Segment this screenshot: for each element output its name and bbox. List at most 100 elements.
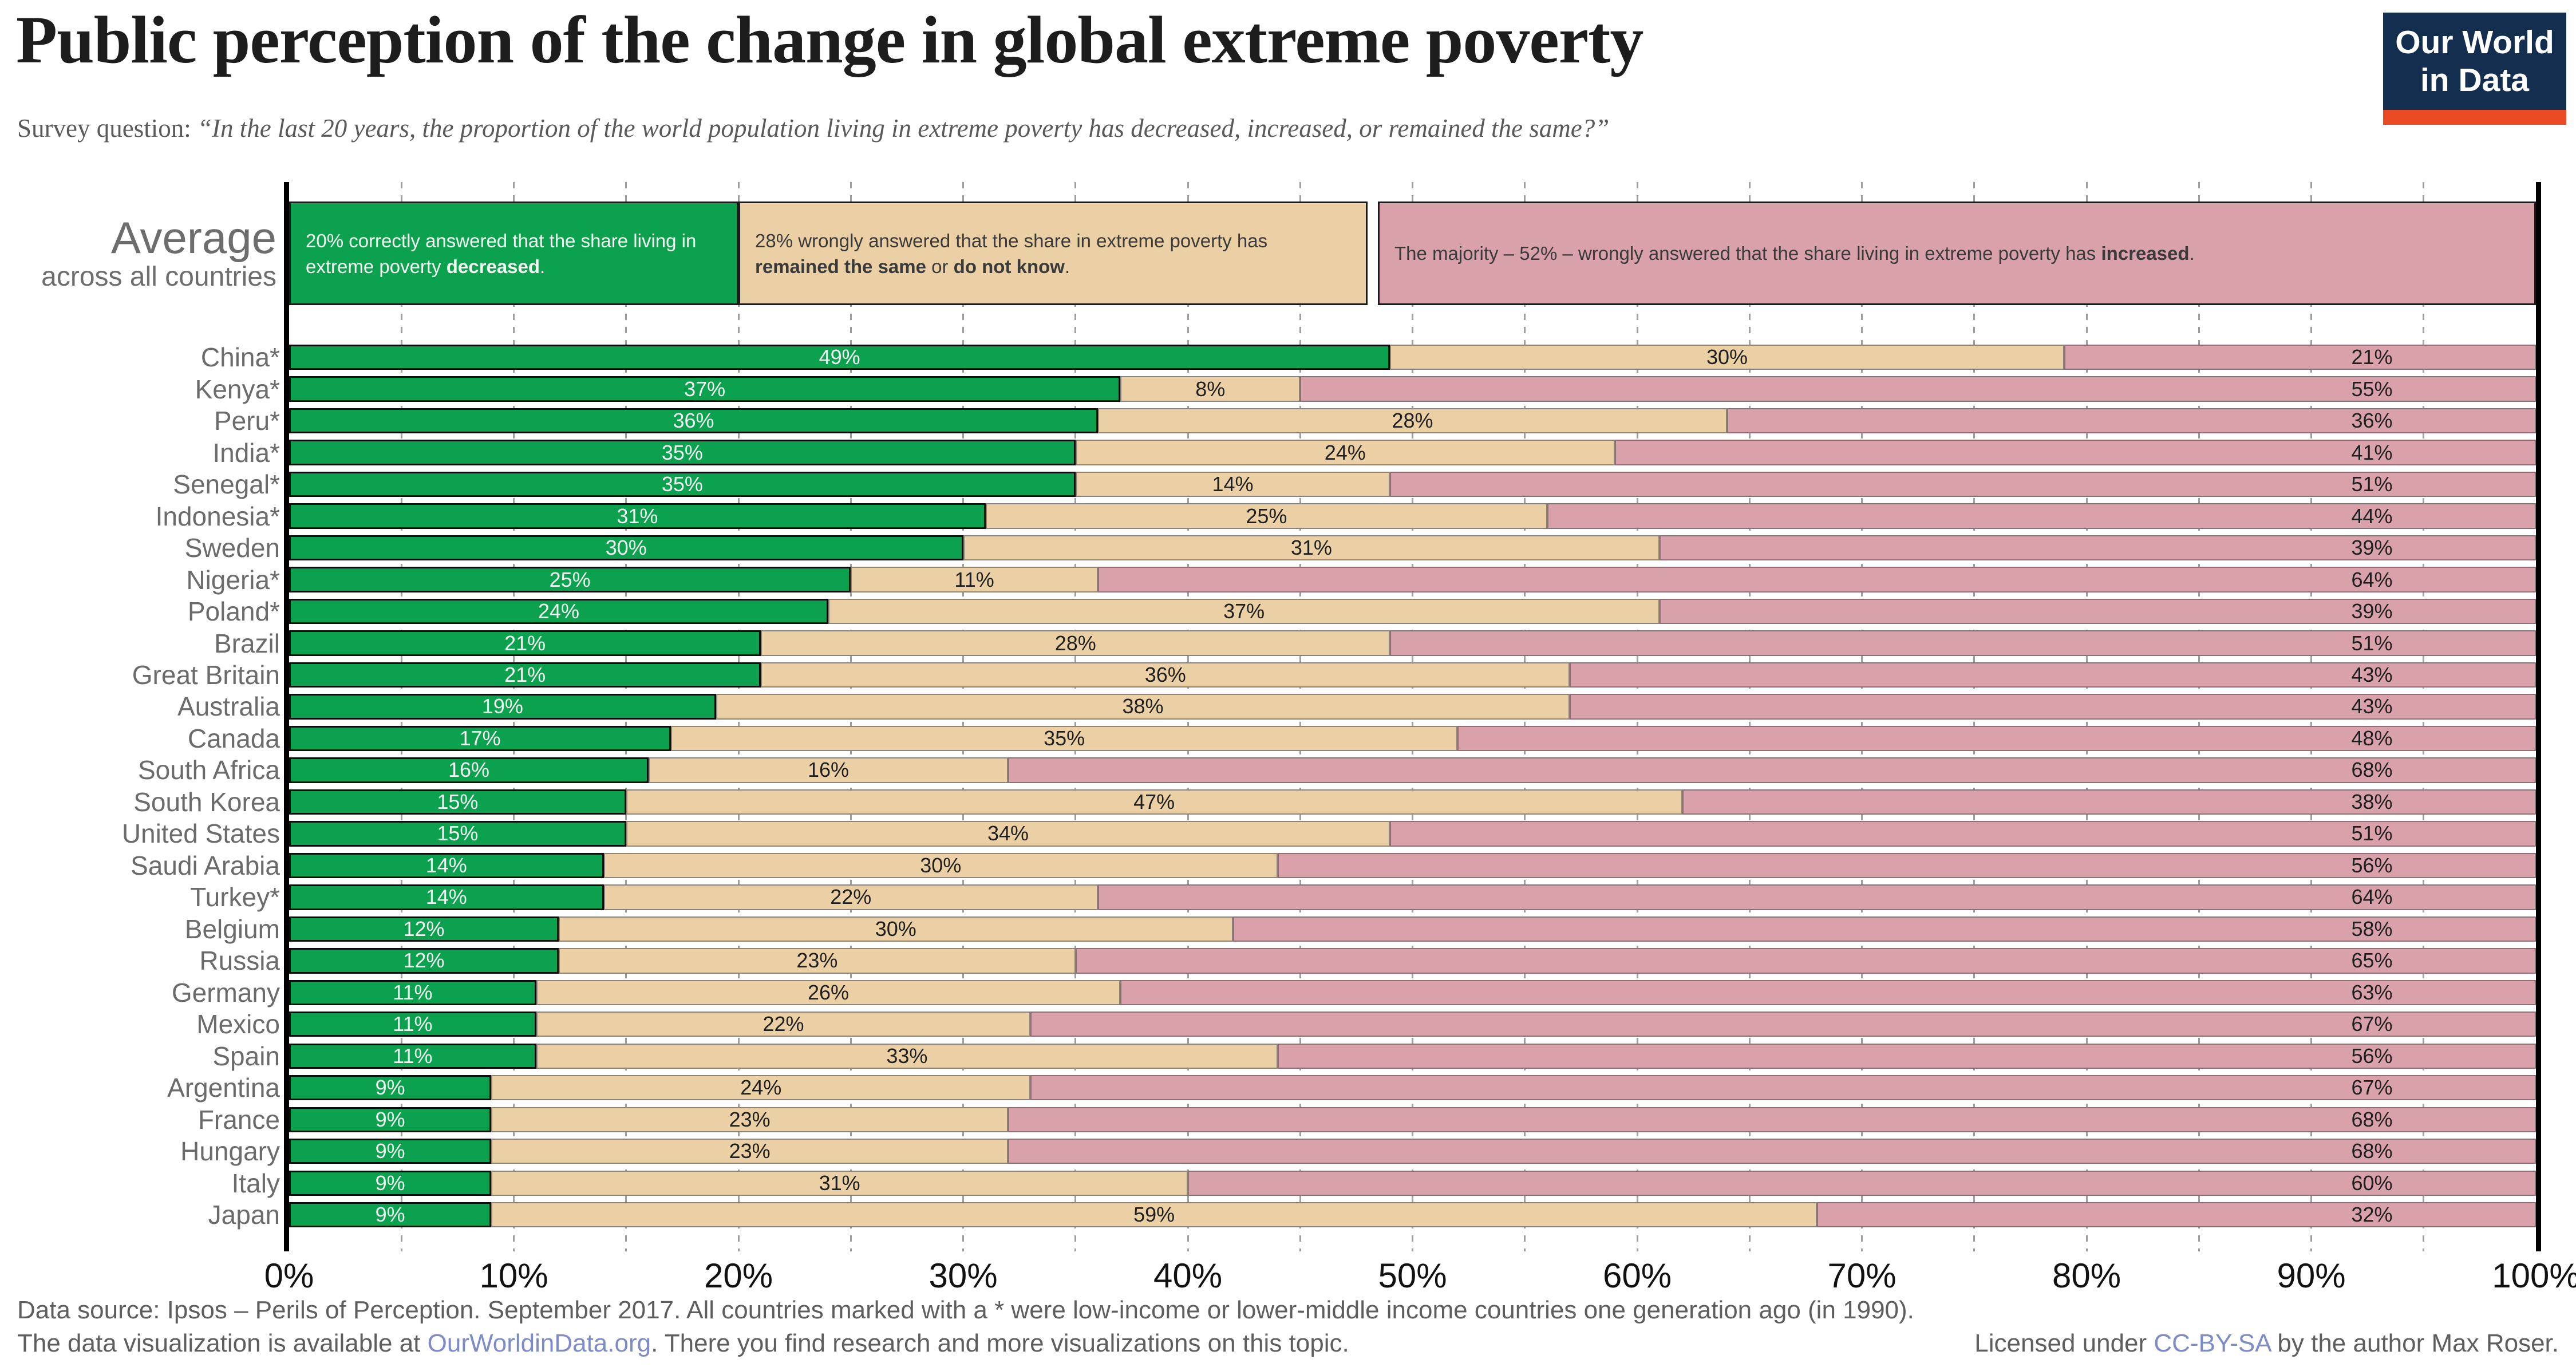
bar-segment-same: 8% bbox=[1120, 376, 1301, 402]
bar-value-decreased: 19% bbox=[481, 694, 523, 718]
country-row: Hungary 9% 23% 68% bbox=[180, 1136, 2536, 1166]
bar-value-same: 38% bbox=[1122, 694, 1164, 718]
bar-value-decreased: 30% bbox=[605, 536, 647, 560]
country-row: Spain 11% 33% 56% bbox=[212, 1041, 2536, 1071]
country-label: Indonesia* bbox=[155, 501, 280, 531]
x-axis-tick-label: 60% bbox=[1602, 1257, 1672, 1295]
country-row: France 9% 23% 68% bbox=[198, 1105, 2536, 1135]
bar-segment-decreased: 12% bbox=[289, 948, 559, 974]
bar-segment-increased bbox=[1570, 694, 2536, 720]
country-label: Belgium bbox=[184, 914, 280, 944]
country-row: Sweden 30% 31% 39% bbox=[185, 533, 2536, 563]
bar-segment-increased bbox=[1682, 789, 2536, 815]
bar-value-decreased: 9% bbox=[375, 1107, 405, 1131]
bar-segment-increased bbox=[1660, 535, 2536, 561]
bar-value-decreased: 17% bbox=[459, 726, 501, 750]
country-label: Kenya* bbox=[195, 374, 280, 404]
bar-value-increased: 43% bbox=[2351, 694, 2393, 718]
bar-segment-increased bbox=[1120, 979, 2536, 1005]
country-row: Brazil 21% 28% 51% bbox=[214, 629, 2536, 658]
legend-text-increased: The majority – 52% – wrongly answered th… bbox=[1394, 240, 2195, 266]
bar-segment-decreased: 15% bbox=[289, 789, 626, 815]
legend-text-part: . bbox=[1064, 255, 1070, 277]
bar-rows: China* 49% 30% 21% Kenya* 37% 8% 55% Peru* 36% 28%… bbox=[122, 342, 2536, 1230]
bar-segment-increased bbox=[1660, 598, 2536, 625]
bar-value-same: 25% bbox=[1246, 504, 1287, 528]
bar-value-decreased: 35% bbox=[661, 440, 703, 464]
country-label: Russia bbox=[199, 946, 280, 976]
bar-value-same: 28% bbox=[1054, 631, 1096, 655]
legend-box-same: 28% wrongly answered that the share in e… bbox=[738, 202, 1368, 305]
bar-value-decreased: 9% bbox=[375, 1203, 405, 1227]
footer-part: by the author Max Roser. bbox=[2270, 1329, 2559, 1357]
owid-logo: Our World in Data bbox=[2383, 13, 2566, 125]
x-axis-tick-label: 70% bbox=[1827, 1257, 1897, 1295]
bar-segment-decreased: 17% bbox=[289, 725, 671, 752]
country-label: India* bbox=[212, 437, 280, 468]
bar-value-same: 35% bbox=[1044, 726, 1085, 750]
bar-segment-increased bbox=[2064, 345, 2536, 370]
country-label: South Africa bbox=[137, 755, 280, 785]
bar-value-same: 22% bbox=[830, 885, 872, 909]
bar-value-increased: 51% bbox=[2351, 631, 2393, 655]
bar-segment-same: 24% bbox=[1075, 440, 1615, 465]
bar-segment-decreased: 12% bbox=[289, 916, 559, 942]
country-label: Sweden bbox=[184, 533, 280, 563]
legend-text-part: . bbox=[2189, 243, 2195, 264]
bar-segment-decreased: 9% bbox=[289, 1107, 492, 1132]
bar-value-decreased: 25% bbox=[549, 567, 591, 591]
country-label: Spain bbox=[212, 1041, 280, 1071]
bar-value-decreased: 9% bbox=[375, 1171, 405, 1195]
bar-segment-same: 31% bbox=[491, 1170, 1188, 1196]
bar-segment-decreased: 9% bbox=[289, 1170, 492, 1196]
y-axis-line-0pct bbox=[284, 182, 289, 1251]
legend-box-decreased: 20% correctly answered that the share li… bbox=[289, 202, 738, 305]
country-label: Poland* bbox=[187, 596, 280, 627]
bar-value-same: 30% bbox=[875, 916, 916, 941]
bar-value-same: 28% bbox=[1392, 409, 1433, 433]
bar-value-decreased: 12% bbox=[403, 916, 445, 941]
bar-value-decreased: 21% bbox=[504, 663, 546, 686]
bar-value-same: 33% bbox=[886, 1044, 928, 1068]
bar-value-increased: 64% bbox=[2351, 567, 2393, 591]
bar-segment-same: 47% bbox=[626, 789, 1682, 815]
country-row: Argentina 9% 24% 67% bbox=[167, 1073, 2536, 1103]
x-axis-tick-label: 80% bbox=[2052, 1257, 2121, 1295]
country-label: Argentina bbox=[167, 1073, 280, 1103]
footer-part-link[interactable]: CC-BY-SA bbox=[2154, 1329, 2271, 1357]
country-label: Hungary bbox=[180, 1136, 280, 1167]
bar-value-increased: 39% bbox=[2351, 536, 2393, 560]
bar-segment-increased bbox=[1075, 948, 2536, 974]
bar-segment-same: 26% bbox=[536, 979, 1121, 1005]
footer-license-text: Licensed under CC-BY-SA by the author Ma… bbox=[1974, 1329, 2559, 1358]
page-title: Public perception of the change in globa… bbox=[16, 2, 1643, 77]
legend-text-part: remained the same bbox=[755, 255, 926, 277]
bar-value-same: 30% bbox=[1706, 345, 1748, 369]
bar-segment-increased bbox=[1390, 821, 2536, 847]
bar-value-same: 31% bbox=[819, 1171, 860, 1195]
legend-band: 20% correctly answered that the share li… bbox=[289, 202, 2536, 305]
bar-segment-increased bbox=[1390, 630, 2536, 656]
country-label: Saudi Arabia bbox=[131, 850, 280, 880]
bar-value-increased: 41% bbox=[2351, 440, 2393, 464]
survey-question-label: Survey question: bbox=[17, 114, 191, 143]
footer-source-line: Data source: Ipsos – Perils of Perceptio… bbox=[17, 1296, 1914, 1324]
bar-value-increased: 67% bbox=[2351, 1076, 2393, 1100]
bar-segment-same: 37% bbox=[828, 598, 1660, 625]
bar-value-same: 8% bbox=[1195, 377, 1226, 401]
legend-text-part: decreased bbox=[446, 255, 540, 277]
bar-value-increased: 68% bbox=[2351, 1139, 2393, 1163]
country-row: Russia 12% 23% 65% bbox=[199, 946, 2536, 975]
footer-part-link[interactable]: OurWorldinData.org bbox=[427, 1329, 651, 1357]
bar-value-increased: 56% bbox=[2351, 853, 2393, 877]
bar-segment-same: 28% bbox=[761, 630, 1390, 656]
country-row: India* 35% 24% 41% bbox=[212, 438, 2536, 468]
bar-value-same: 34% bbox=[987, 821, 1029, 846]
footer-license-line: The data visualization is available at O… bbox=[17, 1329, 2559, 1358]
bar-value-same: 59% bbox=[1133, 1203, 1175, 1227]
bar-value-same: 11% bbox=[954, 567, 994, 591]
bar-segment-decreased: 35% bbox=[289, 471, 1076, 497]
bar-value-increased: 32% bbox=[2351, 1203, 2393, 1227]
bar-segment-decreased: 25% bbox=[289, 567, 851, 592]
bar-segment-decreased: 35% bbox=[289, 440, 1076, 465]
